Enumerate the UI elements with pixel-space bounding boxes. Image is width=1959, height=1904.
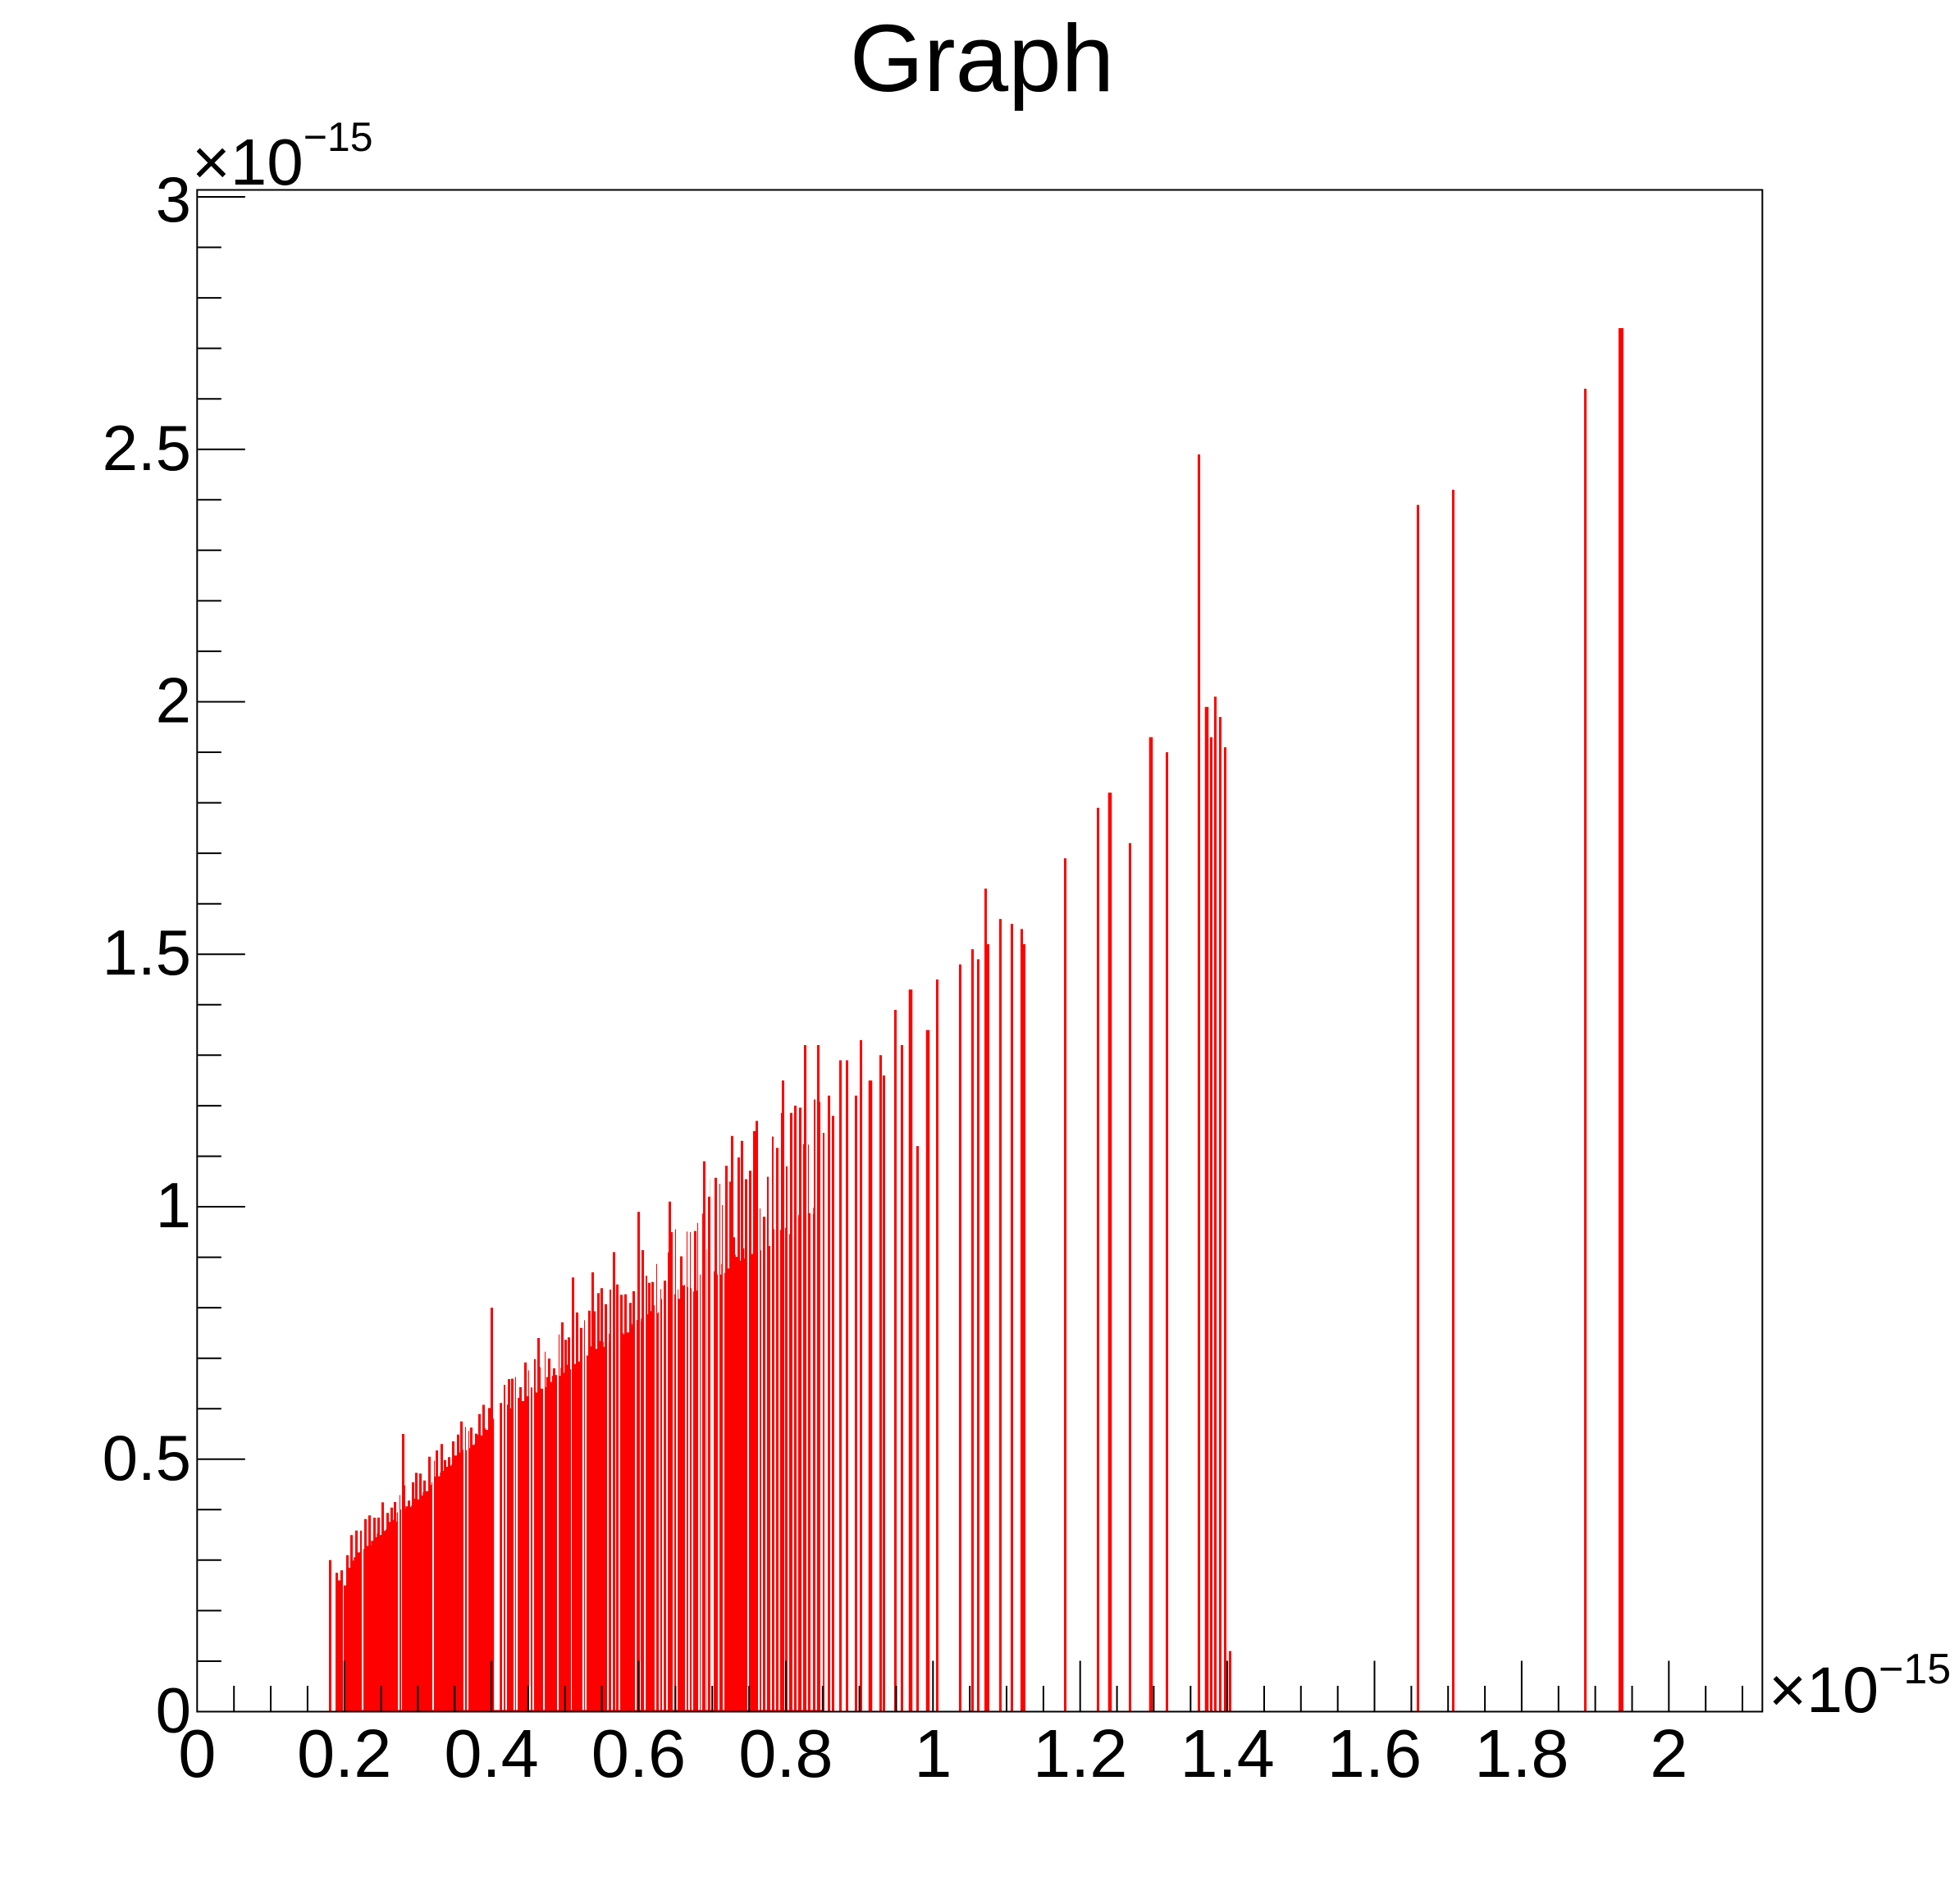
svg-text:0.2: 0.2 [297, 1715, 391, 1792]
svg-text:0.6: 0.6 [591, 1715, 686, 1792]
svg-text:0: 0 [156, 1674, 191, 1746]
svg-text:1.4: 1.4 [1180, 1715, 1274, 1792]
svg-text:×10−15: ×10−15 [192, 114, 373, 199]
svg-text:3: 3 [156, 163, 191, 235]
svg-text:2.5: 2.5 [103, 412, 191, 484]
svg-text:1: 1 [156, 1169, 191, 1241]
svg-text:1.6: 1.6 [1327, 1715, 1422, 1792]
svg-text:1.5: 1.5 [103, 916, 191, 989]
svg-text:0.4: 0.4 [444, 1715, 538, 1792]
svg-text:0.5: 0.5 [103, 1422, 191, 1494]
svg-text:2: 2 [1650, 1715, 1687, 1792]
svg-text:0: 0 [178, 1715, 216, 1792]
svg-text:1: 1 [914, 1715, 952, 1792]
svg-text:1.2: 1.2 [1033, 1715, 1127, 1792]
svg-text:Graph: Graph [850, 5, 1114, 112]
svg-text:0.8: 0.8 [738, 1715, 833, 1792]
svg-text:1.8: 1.8 [1474, 1715, 1569, 1792]
svg-text:2: 2 [156, 664, 191, 737]
